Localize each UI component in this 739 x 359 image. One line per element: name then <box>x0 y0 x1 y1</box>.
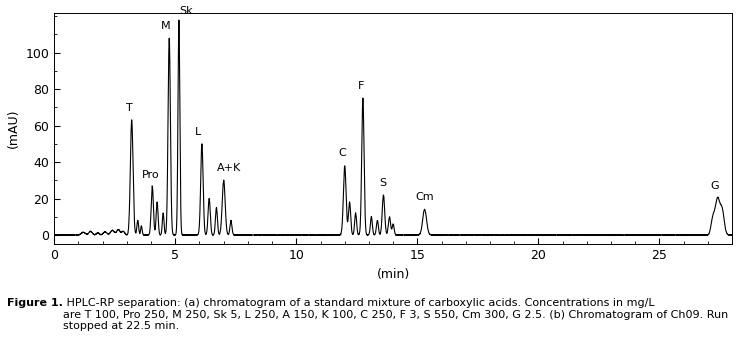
Y-axis label: (mAU): (mAU) <box>7 109 20 148</box>
Text: G: G <box>710 181 719 191</box>
Text: HPLC-RP separation: (a) chromatogram of a standard mixture of carboxylic acids. : HPLC-RP separation: (a) chromatogram of … <box>63 298 728 331</box>
Text: S: S <box>379 178 386 188</box>
Text: L: L <box>195 127 201 136</box>
Text: M: M <box>161 21 171 31</box>
Text: C: C <box>338 148 346 158</box>
Text: A+K: A+K <box>217 163 241 173</box>
Text: F: F <box>358 81 364 91</box>
Text: T: T <box>126 103 132 113</box>
Text: Figure 1.: Figure 1. <box>7 298 64 308</box>
X-axis label: (min): (min) <box>377 267 409 280</box>
Text: Pro: Pro <box>141 170 159 180</box>
Text: Cm: Cm <box>415 192 434 202</box>
Text: Sk: Sk <box>180 6 194 16</box>
